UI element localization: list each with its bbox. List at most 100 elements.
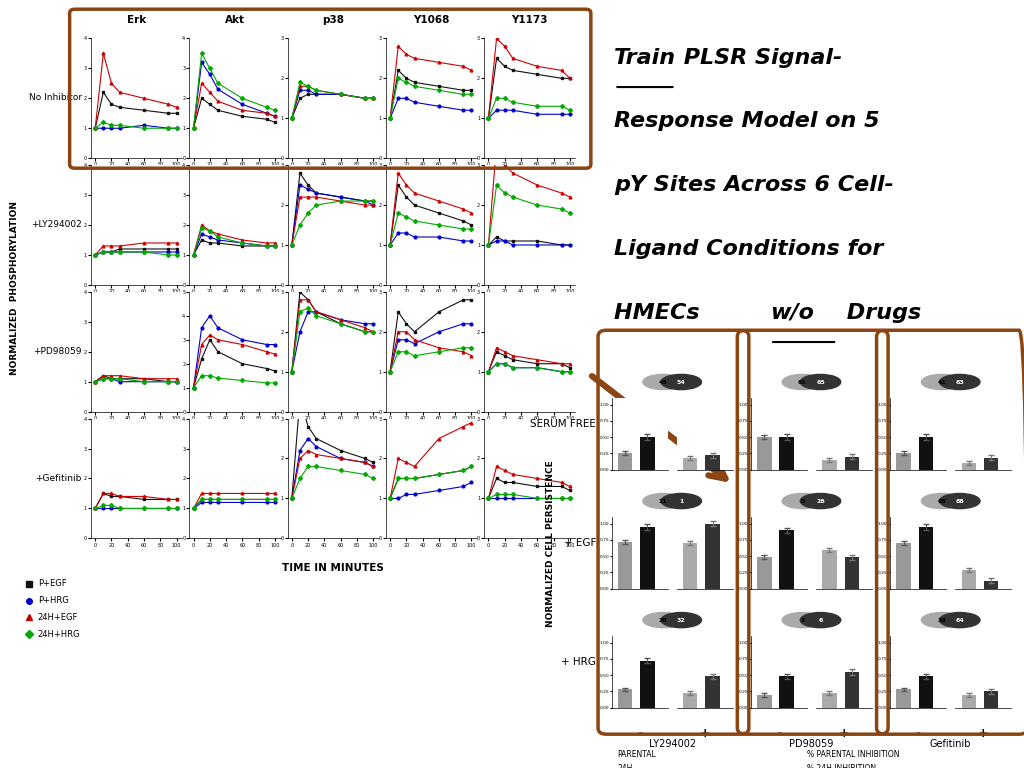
Circle shape xyxy=(801,613,841,627)
Circle shape xyxy=(940,613,980,627)
Circle shape xyxy=(782,613,822,627)
Bar xyxy=(984,581,998,588)
Text: +PD98059: +PD98059 xyxy=(34,347,82,356)
Text: PLSR Signal-: PLSR Signal- xyxy=(676,48,842,68)
Bar xyxy=(683,543,697,588)
Text: I: I xyxy=(23,703,34,732)
Text: 61: 61 xyxy=(798,379,807,385)
Bar xyxy=(962,694,976,707)
Text: pY Sites Across 6 Cell-: pY Sites Across 6 Cell- xyxy=(614,175,894,195)
Bar xyxy=(845,672,859,707)
Circle shape xyxy=(940,375,980,389)
Text: Y1068: Y1068 xyxy=(413,15,450,25)
Bar xyxy=(984,691,998,707)
Bar xyxy=(706,455,720,469)
Text: Erk: Erk xyxy=(127,15,145,25)
Text: NORMALIZED  PHOSPHORYLATION: NORMALIZED PHOSPHORYLATION xyxy=(10,201,18,375)
Text: PARENTAL: PARENTAL xyxy=(617,750,656,759)
Text: p38: p38 xyxy=(322,15,344,25)
Circle shape xyxy=(940,494,980,508)
Bar xyxy=(779,530,794,588)
Text: No Inhibitor: No Inhibitor xyxy=(29,94,82,102)
Bar xyxy=(896,690,911,707)
Bar xyxy=(706,524,720,588)
Bar xyxy=(822,550,837,588)
Circle shape xyxy=(643,613,683,627)
Circle shape xyxy=(662,494,701,508)
Text: LY294002: LY294002 xyxy=(648,739,695,749)
Bar xyxy=(640,437,654,469)
Bar xyxy=(919,437,933,469)
Bar xyxy=(640,661,654,707)
Circle shape xyxy=(662,375,701,389)
Circle shape xyxy=(922,494,962,508)
Text: Train: Train xyxy=(614,48,677,68)
Circle shape xyxy=(922,375,962,389)
Text: 63: 63 xyxy=(955,379,965,385)
Text: 1: 1 xyxy=(679,498,683,504)
Text: Drugs: Drugs xyxy=(839,303,922,323)
Text: % PARENTAL INHIBITION: % PARENTAL INHIBITION xyxy=(807,750,899,759)
Bar xyxy=(919,527,933,588)
Text: +LY294002: +LY294002 xyxy=(31,220,82,229)
Text: +Gefitinib: +Gefitinib xyxy=(36,474,82,482)
Text: 88: 88 xyxy=(955,498,965,504)
Text: 54: 54 xyxy=(677,379,686,385)
Text: 45: 45 xyxy=(658,379,668,385)
Bar xyxy=(683,694,697,707)
Circle shape xyxy=(643,375,683,389)
Text: SERUM FREE: SERUM FREE xyxy=(530,419,596,429)
Bar xyxy=(896,543,911,588)
Text: 65: 65 xyxy=(816,379,825,385)
Text: -: - xyxy=(637,727,642,740)
Text: 26: 26 xyxy=(816,498,825,504)
Text: Akt: Akt xyxy=(224,15,245,25)
Text: P+HRG: P+HRG xyxy=(38,596,69,605)
Bar xyxy=(896,453,911,469)
Bar xyxy=(962,571,976,588)
Text: 6: 6 xyxy=(818,617,822,623)
Text: NORMALIZED CELL PERSISTENCE: NORMALIZED CELL PERSISTENCE xyxy=(547,460,555,627)
Text: -: - xyxy=(915,727,921,740)
Text: 2: 2 xyxy=(800,617,805,623)
Bar xyxy=(683,458,697,469)
Text: -: - xyxy=(776,727,781,740)
Bar xyxy=(617,690,633,707)
Circle shape xyxy=(782,494,822,508)
Text: 32: 32 xyxy=(677,617,686,623)
Circle shape xyxy=(801,375,841,389)
Text: HMECs: HMECs xyxy=(614,303,708,323)
Text: w/o: w/o xyxy=(770,303,814,323)
Bar xyxy=(779,437,794,469)
Text: @MIT: @MIT xyxy=(72,738,98,748)
Text: 21: 21 xyxy=(658,498,668,504)
Circle shape xyxy=(643,494,683,508)
Circle shape xyxy=(801,494,841,508)
Text: Y1173: Y1173 xyxy=(511,15,548,25)
Text: +: + xyxy=(978,727,988,740)
Circle shape xyxy=(922,613,962,627)
Text: 41: 41 xyxy=(937,379,946,385)
Text: 24H+HRG: 24H+HRG xyxy=(38,630,81,639)
Bar xyxy=(919,677,933,707)
Text: PD98059: PD98059 xyxy=(790,739,834,749)
Text: P+EGF: P+EGF xyxy=(38,579,67,588)
Text: CGP: CGP xyxy=(51,703,121,732)
Text: + HRG: + HRG xyxy=(561,657,596,667)
Bar xyxy=(845,558,859,588)
Text: TIME IN MINUTES: TIME IN MINUTES xyxy=(282,563,384,573)
Bar xyxy=(984,458,998,469)
Text: 5: 5 xyxy=(800,498,805,504)
Bar xyxy=(757,437,772,469)
Text: Gefitinib: Gefitinib xyxy=(930,739,972,749)
Bar xyxy=(822,460,837,469)
Bar xyxy=(640,527,654,588)
Text: 28: 28 xyxy=(658,617,668,623)
Bar xyxy=(757,558,772,588)
Text: 36: 36 xyxy=(937,617,946,623)
Circle shape xyxy=(662,613,701,627)
Circle shape xyxy=(782,375,822,389)
Bar xyxy=(822,694,837,707)
Text: Ligand Conditions for: Ligand Conditions for xyxy=(614,239,884,259)
Bar xyxy=(617,542,633,588)
